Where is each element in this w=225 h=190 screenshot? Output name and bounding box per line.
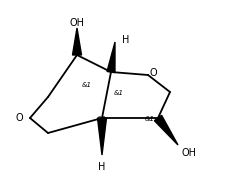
Polygon shape	[154, 115, 177, 145]
Text: O: O	[15, 113, 23, 123]
Text: &1: &1	[82, 82, 92, 88]
Text: OH: OH	[181, 148, 196, 158]
Text: &1: &1	[97, 116, 106, 122]
Text: &1: &1	[144, 116, 154, 122]
Text: OH: OH	[69, 18, 84, 28]
Polygon shape	[97, 118, 106, 155]
Text: H: H	[122, 35, 129, 45]
Text: H: H	[98, 162, 105, 172]
Polygon shape	[107, 42, 115, 73]
Text: &1: &1	[113, 90, 124, 96]
Text: O: O	[149, 68, 157, 78]
Polygon shape	[72, 28, 81, 55]
